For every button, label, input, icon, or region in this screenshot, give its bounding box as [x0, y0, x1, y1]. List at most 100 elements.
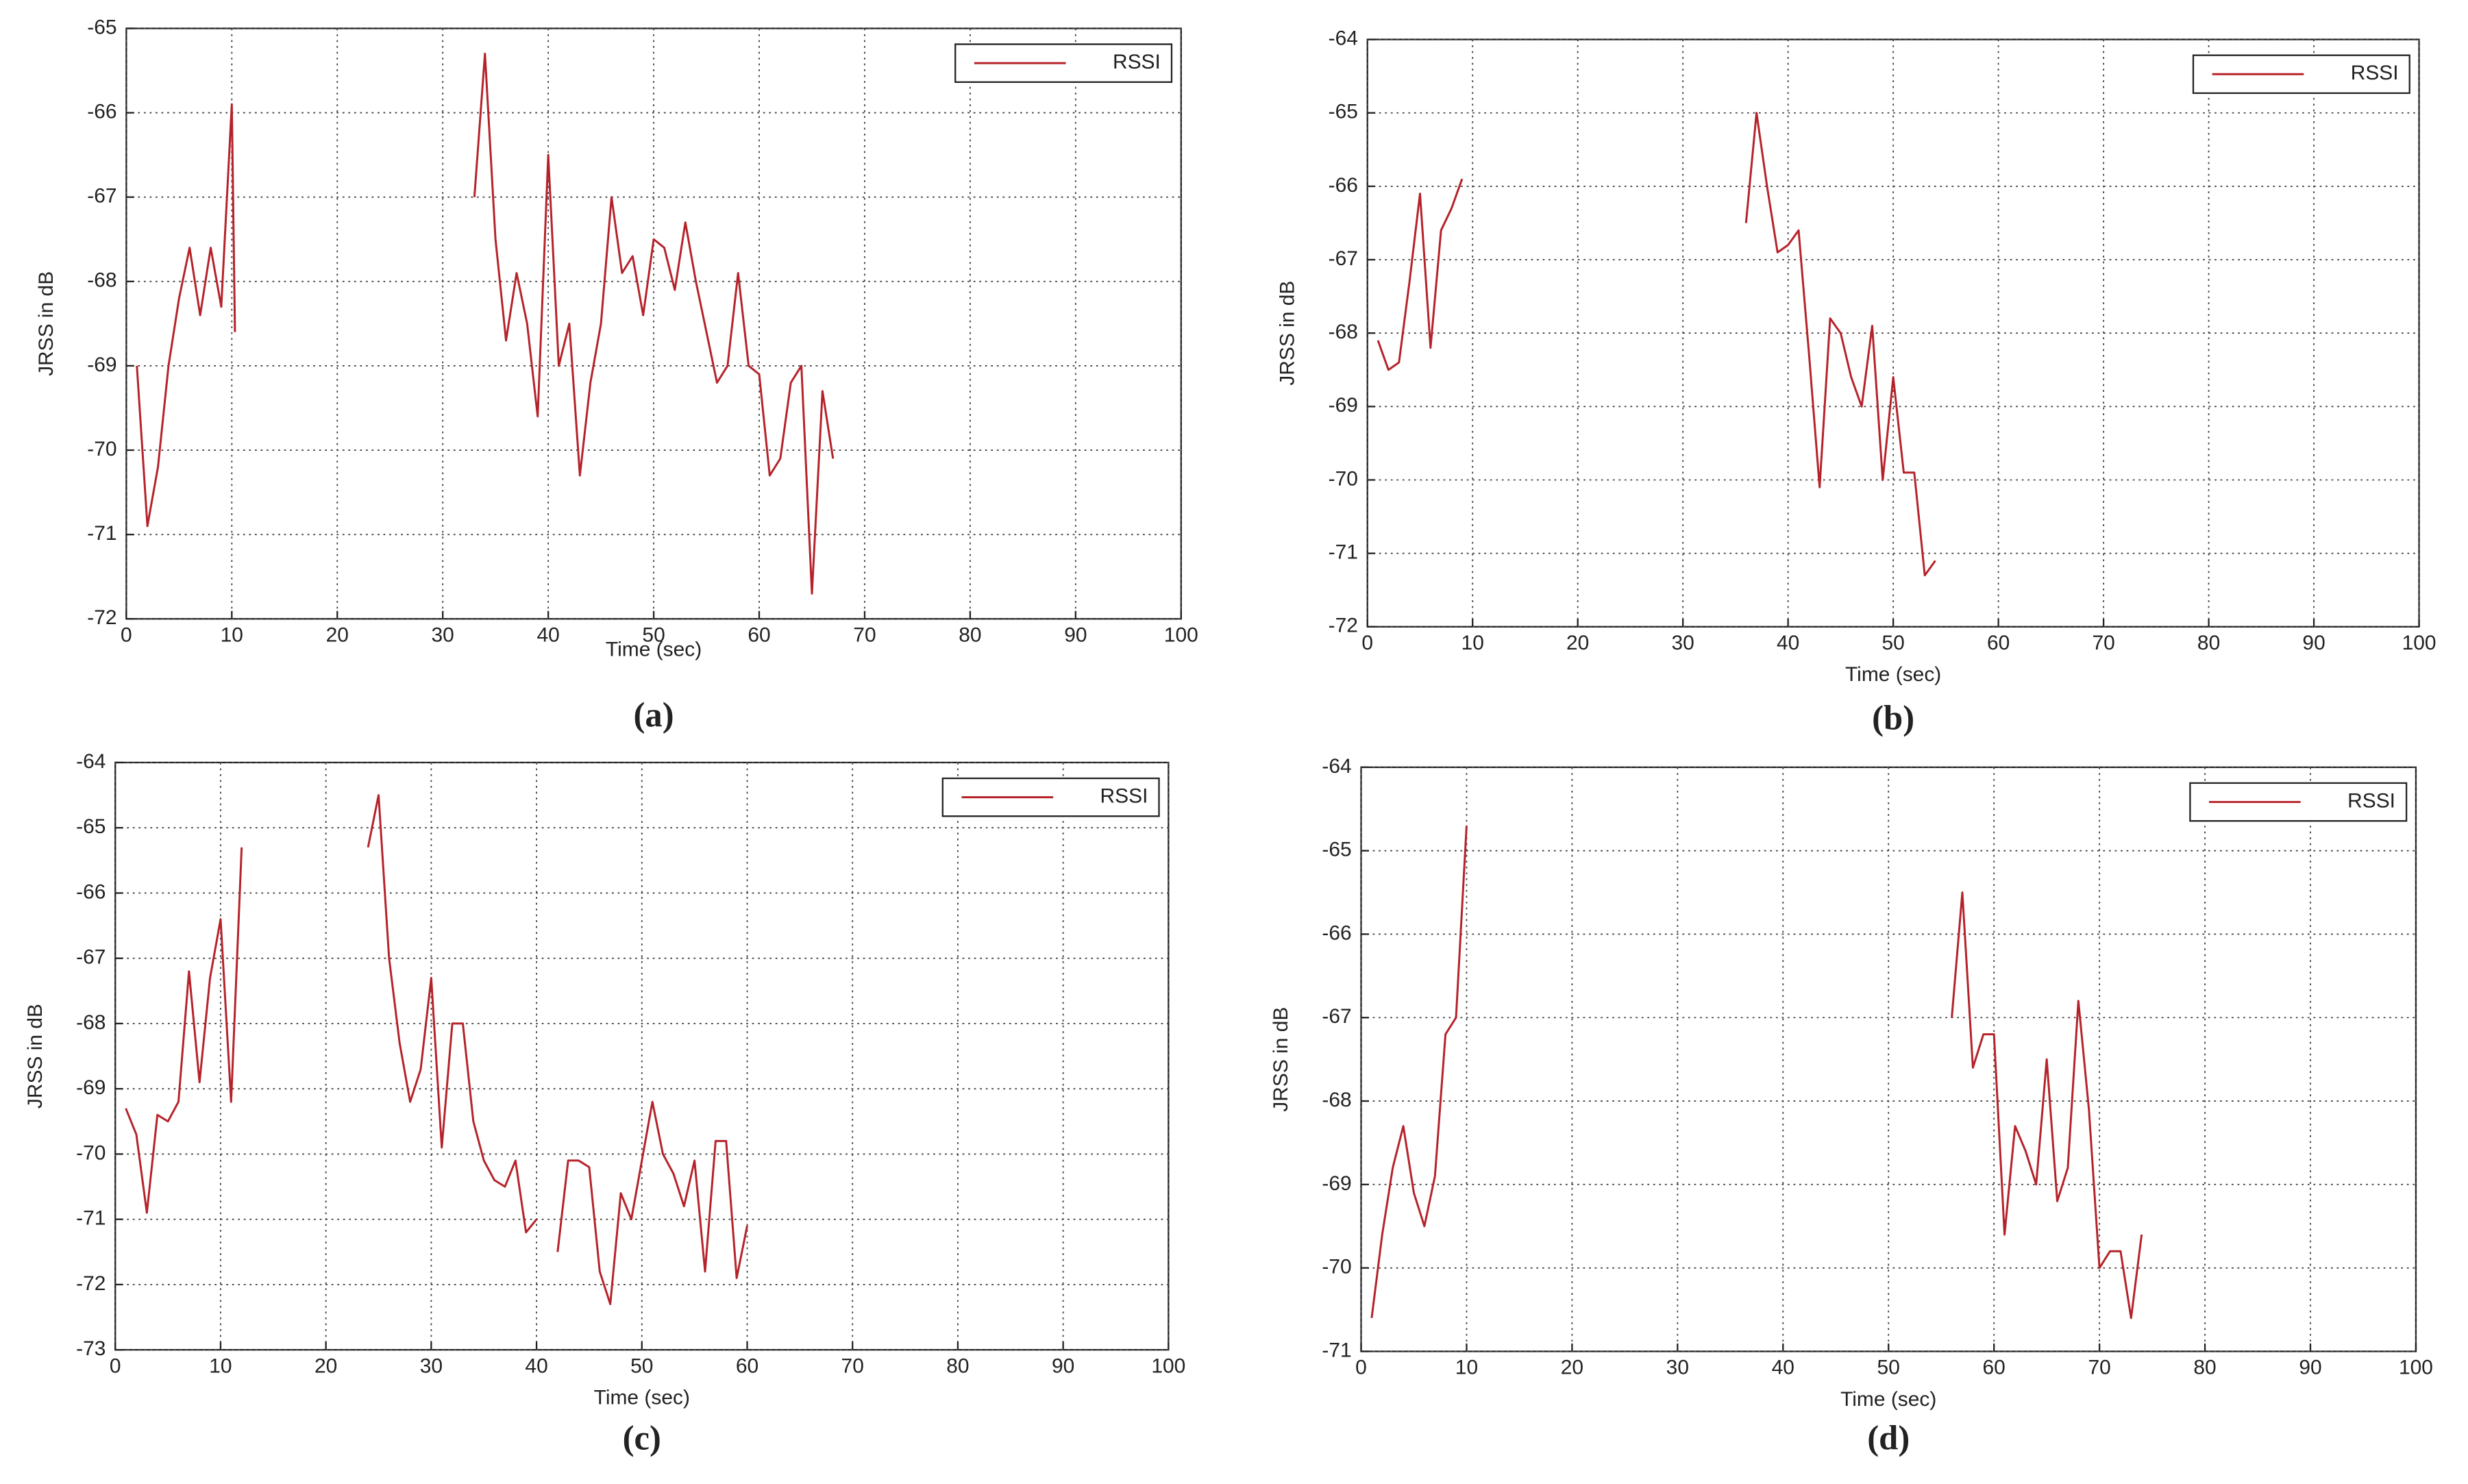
y-tick-label: -65 [87, 16, 116, 38]
x-tick-label: 100 [1151, 1355, 1185, 1377]
y-tick-label: -67 [76, 946, 106, 969]
y-tick-label: -64 [1322, 755, 1351, 778]
x-tick-label: 50 [1877, 1357, 1900, 1379]
x-tick-label: 90 [1052, 1355, 1074, 1377]
x-tick-label: 40 [1772, 1357, 1794, 1379]
y-tick-label: -70 [1329, 467, 1358, 490]
x-tick-label: 60 [1987, 632, 2010, 654]
x-tick-label: 60 [736, 1355, 758, 1377]
x-tick-label: 10 [209, 1355, 232, 1377]
y-tick-label: -73 [76, 1337, 106, 1360]
y-tick-label: -71 [76, 1207, 106, 1230]
x-tick-label: 70 [853, 624, 876, 647]
y-tick-label: -69 [76, 1076, 106, 1099]
x-tick-label: 70 [2092, 632, 2114, 654]
x-tick-label: 90 [2299, 1357, 2321, 1379]
x-tick-label: 70 [841, 1355, 864, 1377]
y-axis-label: JRSS in dB [1270, 1007, 1292, 1112]
x-tick-label: 0 [1361, 632, 1373, 654]
y-tick-label: -67 [1322, 1005, 1351, 1028]
legend-label: RSSI [1100, 785, 1148, 808]
y-tick-label: -67 [87, 185, 116, 208]
x-tick-label: 80 [2193, 1357, 2216, 1379]
caption: (d) [1867, 1418, 1910, 1457]
x-tick-label: 60 [1983, 1357, 2006, 1379]
x-tick-label: 90 [2302, 632, 2325, 654]
y-tick-label: -67 [1329, 247, 1358, 270]
y-tick-label: -72 [1329, 615, 1358, 637]
y-tick-label: -68 [76, 1011, 106, 1034]
y-tick-label: -69 [1322, 1172, 1351, 1195]
y-axis-label: JRSS in dB [1276, 281, 1298, 386]
y-tick-label: -68 [87, 269, 116, 292]
caption: (a) [634, 695, 674, 734]
x-tick-label: 10 [221, 624, 243, 647]
x-tick-label: 80 [2197, 632, 2220, 654]
y-tick-label: -71 [1322, 1339, 1351, 1361]
y-tick-label: -66 [76, 880, 106, 903]
x-tick-label: 0 [1355, 1357, 1367, 1379]
data-line [1370, 826, 2143, 1320]
y-tick-label: -71 [1329, 541, 1358, 564]
y-tick-label: -72 [76, 1272, 106, 1295]
x-tick-label: 90 [1064, 624, 1087, 647]
x-tick-label: 20 [314, 1355, 337, 1377]
x-tick-label: 40 [525, 1355, 547, 1377]
y-tick-label: -68 [1322, 1089, 1351, 1111]
caption: (b) [1872, 699, 1914, 737]
x-axis-label: Time (sec) [1840, 1388, 1936, 1411]
y-axis-label: JRSS in dB [35, 271, 58, 376]
x-tick-label: 50 [642, 624, 665, 647]
x-tick-label: 40 [536, 624, 559, 647]
y-tick-label: -64 [76, 750, 106, 773]
x-tick-label: 50 [630, 1355, 653, 1377]
y-tick-label: -66 [1322, 922, 1351, 944]
y-tick-label: -66 [87, 100, 116, 123]
x-tick-label: 20 [326, 624, 349, 647]
y-axis-label: JRSS in dB [24, 1004, 47, 1109]
x-tick-label: 20 [1561, 1357, 1583, 1379]
y-tick-label: -70 [87, 438, 116, 460]
y-tick-label: -70 [76, 1141, 106, 1164]
x-tick-label: 0 [121, 624, 132, 647]
data-line [125, 794, 748, 1305]
x-axis-label: Time (sec) [1845, 663, 1941, 686]
x-tick-label: 100 [2399, 1357, 2433, 1379]
x-tick-label: 60 [748, 624, 770, 647]
y-tick-label: -68 [1329, 321, 1358, 343]
y-tick-label: -66 [1329, 174, 1358, 197]
data-line [136, 52, 835, 595]
x-tick-label: 40 [1777, 632, 1799, 654]
legend-label: RSSI [1113, 51, 1161, 73]
x-tick-label: 100 [2402, 632, 2436, 654]
x-tick-label: 0 [110, 1355, 121, 1377]
y-tick-label: -65 [1329, 101, 1358, 123]
x-tick-label: 30 [1672, 632, 1694, 654]
x-axis-label: Time (sec) [594, 1386, 690, 1409]
data-line [1377, 112, 1936, 577]
x-tick-label: 70 [2088, 1357, 2110, 1379]
y-tick-label: -64 [1329, 27, 1358, 50]
x-tick-label: 80 [959, 624, 981, 647]
x-tick-label: 30 [1666, 1357, 1689, 1379]
x-tick-label: 10 [1455, 1357, 1478, 1379]
x-tick-label: 10 [1461, 632, 1484, 654]
x-tick-label: 30 [432, 624, 454, 647]
legend-label: RSSI [2347, 789, 2395, 812]
x-tick-label: 20 [1566, 632, 1589, 654]
y-tick-label: -65 [1322, 839, 1351, 861]
caption: (c) [623, 1418, 661, 1457]
y-tick-label: -65 [76, 815, 106, 838]
legend-label: RSSI [2351, 62, 2399, 84]
x-tick-label: 100 [1164, 624, 1198, 647]
y-tick-label: -69 [1329, 394, 1358, 417]
x-tick-label: 50 [1881, 632, 1904, 654]
x-tick-label: 30 [420, 1355, 443, 1377]
x-tick-label: 80 [946, 1355, 969, 1377]
y-tick-label: -69 [87, 354, 116, 376]
y-tick-label: -72 [87, 606, 116, 629]
y-tick-label: -71 [87, 522, 116, 545]
y-tick-label: -70 [1322, 1256, 1351, 1278]
